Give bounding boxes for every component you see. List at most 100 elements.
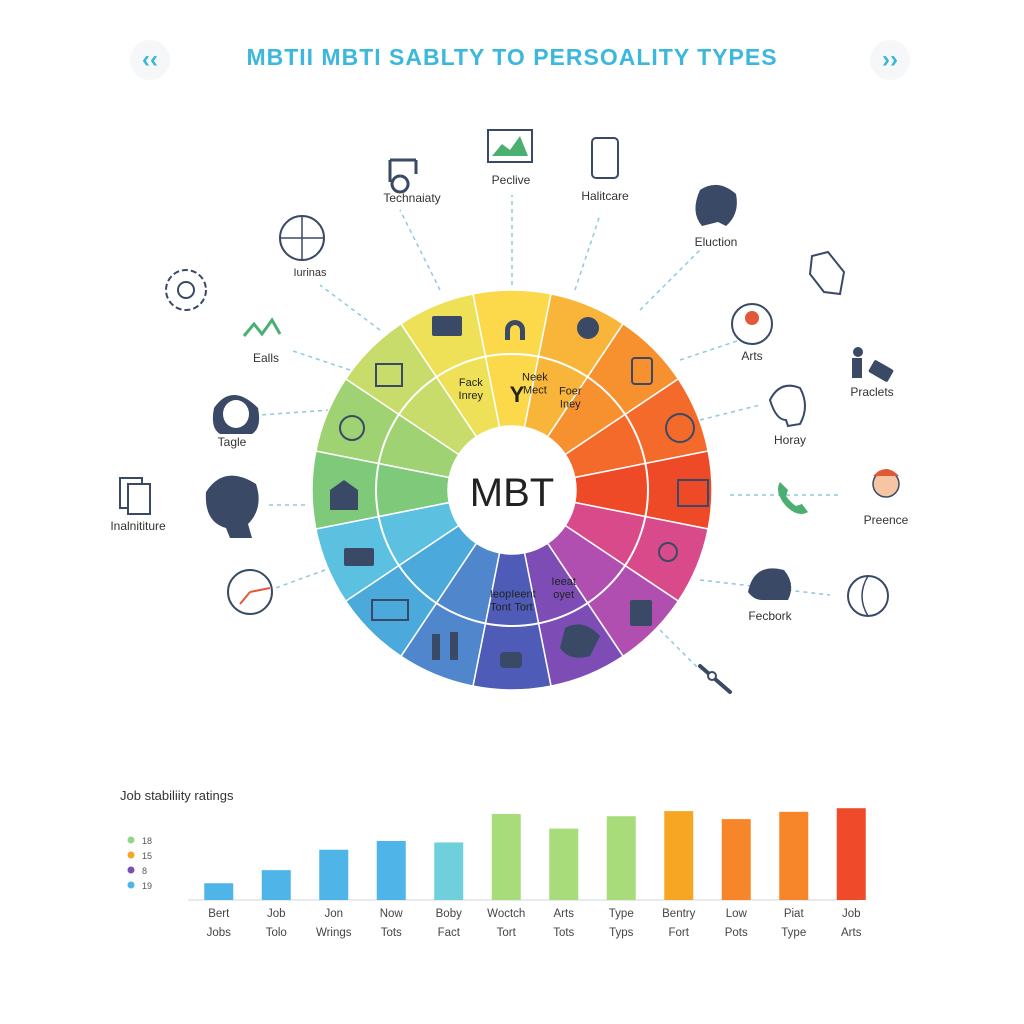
category-clock bbox=[227, 569, 273, 615]
next-button[interactable]: ›› bbox=[870, 40, 910, 80]
bar bbox=[836, 808, 866, 900]
globe-meridian bbox=[861, 575, 869, 617]
inner-ring-label: Foer bbox=[559, 386, 582, 398]
x-tick-label: Job bbox=[267, 908, 286, 920]
chart-line-icon bbox=[492, 136, 528, 156]
bars bbox=[204, 808, 866, 900]
category-tagle[interactable]: Tagle bbox=[212, 395, 260, 449]
category-label: Halitcare bbox=[581, 189, 629, 203]
x-tick-label: Jobs bbox=[207, 927, 232, 939]
category-inalnititure[interactable]: Inalnititure bbox=[110, 477, 166, 533]
inner-ring-label: Tort bbox=[514, 601, 532, 613]
jar-icon bbox=[631, 357, 653, 385]
artist-face bbox=[745, 311, 759, 325]
segment-icons bbox=[330, 316, 709, 668]
inner-ring-label: Tont bbox=[490, 601, 511, 613]
traveler-body bbox=[852, 358, 862, 378]
chevron-left-icon: ‹‹ bbox=[142, 46, 158, 73]
x-tick-label: Tort bbox=[497, 927, 517, 939]
bar bbox=[606, 816, 636, 900]
x-tick-label: Woctch bbox=[487, 908, 525, 920]
x-tick-label: Type bbox=[781, 927, 806, 939]
x-tick-label: Boby bbox=[436, 908, 462, 920]
bar bbox=[491, 814, 521, 900]
head-silhouette-icon bbox=[205, 475, 259, 538]
people-icon bbox=[432, 632, 458, 660]
category-label: Fecbork bbox=[748, 609, 792, 623]
x-tick-label: Fort bbox=[669, 927, 690, 939]
x-tick-label: Tots bbox=[553, 927, 574, 939]
category-pointing-hand bbox=[808, 250, 846, 296]
bar bbox=[204, 883, 234, 900]
category-preence[interactable]: Preence bbox=[864, 469, 909, 527]
category-praclets[interactable]: Praclets bbox=[850, 347, 894, 399]
head-profile-icon bbox=[695, 184, 737, 226]
legend-swatch bbox=[127, 851, 135, 859]
category-label: Arts bbox=[741, 349, 762, 363]
legend-swatch bbox=[127, 881, 135, 889]
x-tick-label: Piat bbox=[784, 908, 805, 920]
legend-label: 19 bbox=[142, 881, 152, 891]
category-label: Eluction bbox=[695, 235, 738, 249]
category-horay[interactable]: Horay bbox=[768, 384, 806, 447]
pen-clip bbox=[707, 671, 717, 681]
inner-letter: Y bbox=[510, 382, 525, 407]
bar bbox=[549, 828, 579, 900]
category-arts[interactable]: Arts bbox=[731, 303, 773, 363]
hand-icon bbox=[808, 250, 846, 296]
badge-icon bbox=[665, 413, 695, 443]
x-tick-label: Tots bbox=[381, 927, 402, 939]
inner-ring-label: Ieeat bbox=[551, 576, 575, 588]
x-axis-labels: Bert Jobs Job Tolo Jon Wrings Now Tots Boby Fact W… bbox=[207, 908, 862, 939]
category-peclive[interactable]: Peclive bbox=[487, 129, 533, 187]
inner-ring-label: Iney bbox=[560, 399, 581, 411]
avatar-hair bbox=[873, 469, 899, 476]
bar bbox=[434, 842, 464, 900]
bar bbox=[721, 819, 751, 900]
bald-head-icon bbox=[768, 384, 806, 428]
page-title: MBTII MBTI SABLTY TO PERSOALITY TYPES bbox=[246, 44, 778, 70]
legend-swatch bbox=[127, 866, 135, 874]
bicycle-icon bbox=[242, 317, 282, 337]
laptop-icon bbox=[432, 316, 462, 336]
x-tick-label: Low bbox=[726, 908, 748, 920]
bar bbox=[779, 811, 809, 900]
sleeping-face-icon bbox=[560, 624, 600, 658]
category-technology[interactable]: Technaiaty bbox=[383, 158, 441, 205]
hands-icon bbox=[500, 652, 522, 668]
inner-ring-label: Mect bbox=[523, 384, 547, 396]
category-gear bbox=[165, 269, 207, 311]
category-label: Peclive bbox=[492, 173, 531, 187]
category-ealls[interactable]: Ealls bbox=[242, 317, 282, 365]
document-back bbox=[127, 483, 151, 515]
legend-label: 15 bbox=[142, 851, 152, 861]
category-iurinas[interactable]: Iurinas bbox=[279, 215, 327, 279]
basket-icon bbox=[375, 363, 403, 387]
category-label: Ealls bbox=[253, 351, 279, 365]
category-label: Iurinas bbox=[293, 267, 327, 279]
inner-ring-label: Ieop bbox=[490, 588, 511, 600]
wheel-center bbox=[448, 426, 576, 554]
category-healthcare[interactable]: Halitcare bbox=[581, 137, 629, 203]
x-tick-label: Bert bbox=[208, 908, 230, 920]
bar bbox=[319, 849, 349, 900]
crane-icon bbox=[388, 158, 418, 194]
legend-label: 8 bbox=[142, 866, 147, 876]
legend-swatch bbox=[127, 836, 135, 844]
chart-legend: 18 15 8 19 bbox=[127, 836, 152, 891]
category-fecbork[interactable]: Fecbork bbox=[748, 568, 793, 623]
x-tick-label: Bentry bbox=[662, 908, 695, 920]
chevron-right-icon: ›› bbox=[882, 46, 898, 73]
x-tick-label: Wrings bbox=[316, 927, 352, 939]
cup-icon bbox=[630, 600, 652, 626]
x-tick-label: Fact bbox=[438, 927, 461, 939]
x-tick-label: Pots bbox=[725, 927, 748, 939]
chart-title: Job stabiliity ratings bbox=[120, 788, 234, 803]
previous-button[interactable]: ‹‹ bbox=[130, 40, 170, 80]
clock-hands bbox=[239, 587, 271, 605]
headphones-icon bbox=[505, 320, 525, 340]
bar bbox=[261, 870, 291, 900]
category-education[interactable]: Eluction bbox=[695, 184, 738, 249]
